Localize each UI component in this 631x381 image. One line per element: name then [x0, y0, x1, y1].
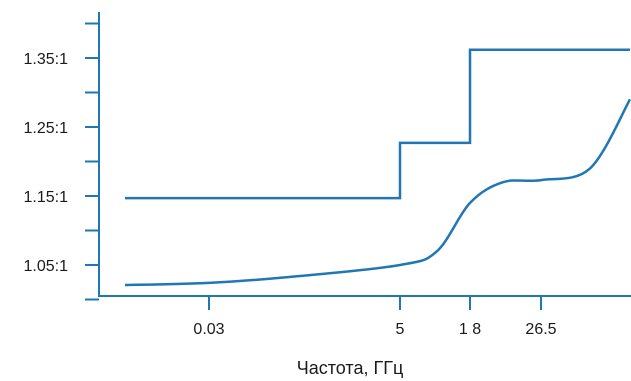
y-tick-label: 1.05:1	[24, 258, 69, 275]
series-limit-step-line	[125, 48, 630, 200]
series-layer	[124, 48, 631, 287]
y-tick-label: 1.15:1	[24, 189, 69, 206]
x-axis-title: Частота, ГГц	[297, 358, 404, 378]
x-tick-label: 1 8	[459, 321, 481, 338]
y-axis-ticks: 1.05:1 1.15:1 1.25:1 1.35:1	[24, 22, 99, 301]
x-tick-label: 26.5	[525, 321, 556, 338]
y-tick-label: 1.25:1	[24, 120, 69, 137]
x-tick-label: 5	[396, 321, 405, 338]
y-tick-label: 1.35:1	[24, 51, 69, 68]
x-axis-ticks: 0.03 5 1 8 26.5	[193, 296, 557, 338]
series-measured-curve	[124, 98, 631, 287]
x-tick-label: 0.03	[193, 321, 224, 338]
